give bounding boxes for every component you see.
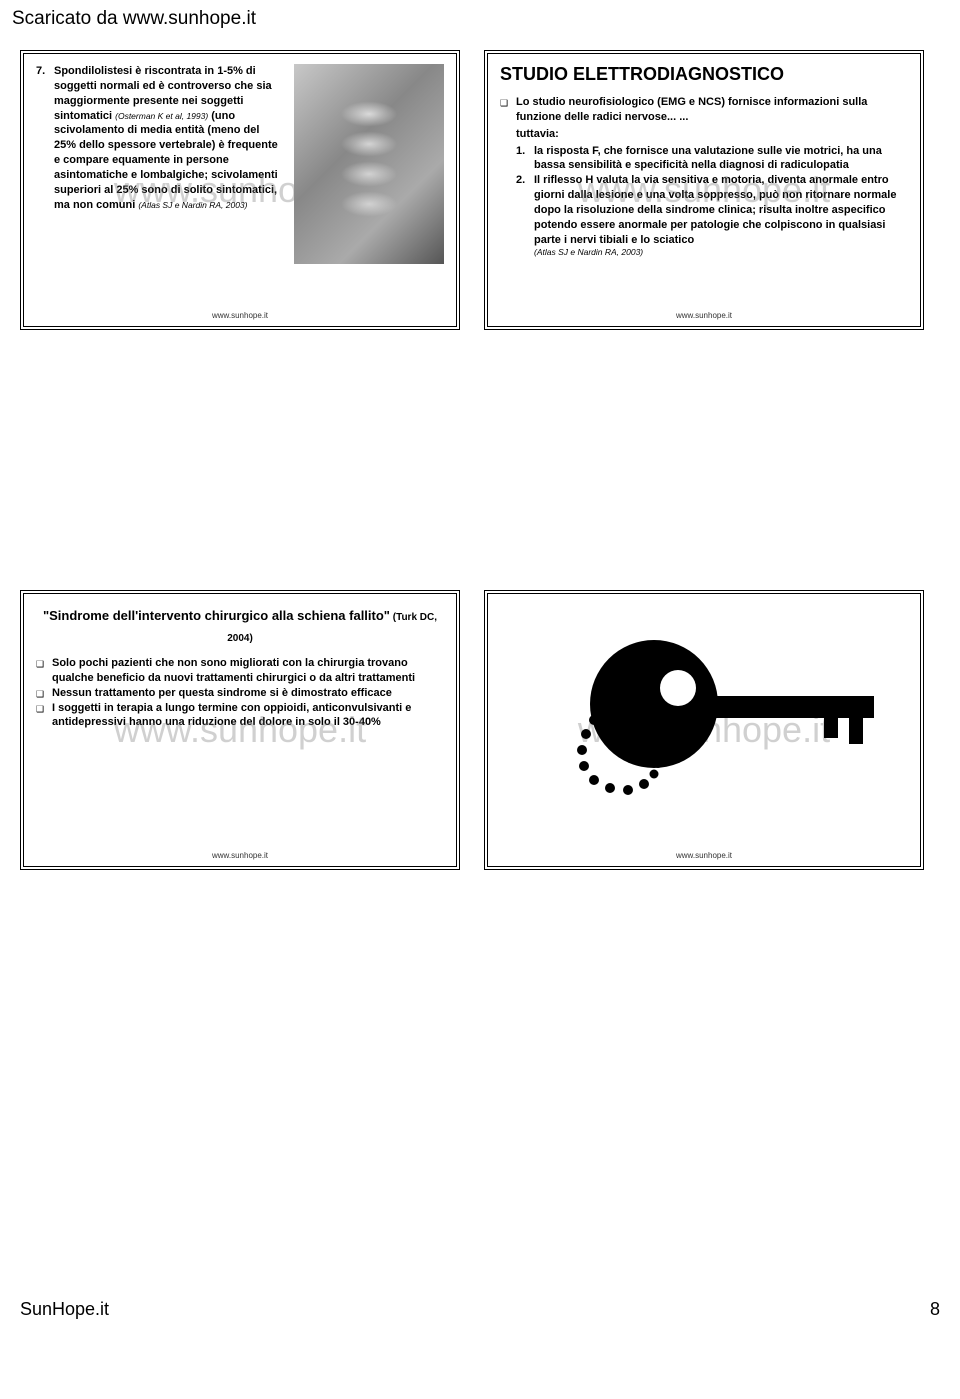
text-after: (uno scivolamento di media entità (meno … <box>54 110 278 211</box>
item-text: Spondilolistesi è riscontrata in 1-5% di… <box>54 64 284 212</box>
bullet-icon <box>36 701 52 731</box>
slide-row-2: www.sunhope.it "Sindrome dell'intervento… <box>20 590 940 870</box>
key-svg <box>524 624 884 804</box>
slide-footer-url: www.sunhope.it <box>676 851 732 860</box>
slide-footer-url: www.sunhope.it <box>676 311 732 320</box>
item-text: Il riflesso H valuta la via sensitiva e … <box>534 173 908 247</box>
bullet-icon <box>500 95 516 125</box>
bullet-text: I soggetti in terapia a lungo termine co… <box>52 701 444 731</box>
item-text: la risposta F, che fornisce una valutazi… <box>534 144 908 174</box>
title-text: "Sindrome dell'intervento chirurgico all… <box>43 608 390 623</box>
xray-image <box>294 64 444 264</box>
item-number: 7. <box>36 64 54 212</box>
footer-site: SunHope.it <box>20 1299 109 1320</box>
bullet-text: Nessun trattamento per questa sindrome s… <box>52 686 444 701</box>
slide-title: "Sindrome dell'intervento chirurgico all… <box>36 604 444 646</box>
page-footer: SunHope.it 8 <box>20 1299 940 1320</box>
slide-text: Lo studio neurofisiologico (EMG e NCS) f… <box>500 95 908 259</box>
slide-footer-url: www.sunhope.it <box>212 851 268 860</box>
slide-text: 7. Spondilolistesi è riscontrata in 1-5%… <box>36 64 284 264</box>
key-graphic <box>524 624 884 804</box>
citation-ref: (Atlas SJ e Nardin RA, 2003) <box>534 247 908 258</box>
slide-footer-url: www.sunhope.it <box>212 311 268 320</box>
bullet-icon <box>36 686 52 701</box>
slide-elettrodiagnostico: www.sunhope.it STUDIO ELETTRODIAGNOSTICO… <box>484 50 924 330</box>
slide-key-graphic: www.sunhope.it <box>484 590 924 870</box>
citation-ref: (Osterman K et al, 1993) <box>115 111 208 121</box>
slide-title: STUDIO ELETTRODIAGNOSTICO <box>500 64 908 85</box>
bullet-text: Lo studio neurofisiologico (EMG e NCS) f… <box>516 95 908 125</box>
numbered-item: 1. la risposta F, che fornisce una valut… <box>516 144 908 174</box>
bullet-icon <box>36 656 52 686</box>
slide-sindrome-fallito: www.sunhope.it "Sindrome dell'intervento… <box>20 590 460 870</box>
page-area: www.sunhope.it 7. Spondilolistesi è risc… <box>0 34 960 1334</box>
slide-spondilolistesi: www.sunhope.it 7. Spondilolistesi è risc… <box>20 50 460 330</box>
bullet-item: Lo studio neurofisiologico (EMG e NCS) f… <box>500 95 908 125</box>
bullet-item: Solo pochi pazienti che non sono miglior… <box>36 656 444 686</box>
slide-text: Solo pochi pazienti che non sono miglior… <box>36 656 444 730</box>
slide-row-1: www.sunhope.it 7. Spondilolistesi è risc… <box>20 50 940 330</box>
bullet-text: Solo pochi pazienti che non sono miglior… <box>52 656 444 686</box>
tuttavia-label: tuttavia: <box>516 127 908 142</box>
download-header: Scaricato da www.sunhope.it <box>0 0 960 34</box>
numbered-item: 2. Il riflesso H valuta la via sensitiva… <box>516 173 908 247</box>
bullet-item: Nessun trattamento per questa sindrome s… <box>36 686 444 701</box>
numbered-item: 7. Spondilolistesi è riscontrata in 1-5%… <box>36 64 284 212</box>
citation-ref: (Atlas SJ e Nardin RA, 2003) <box>138 200 247 210</box>
bullet-item: I soggetti in terapia a lungo termine co… <box>36 701 444 731</box>
slide-content: 7. Spondilolistesi è riscontrata in 1-5%… <box>36 64 444 264</box>
item-number: 2. <box>516 173 534 247</box>
item-number: 1. <box>516 144 534 174</box>
footer-page-number: 8 <box>930 1299 940 1320</box>
